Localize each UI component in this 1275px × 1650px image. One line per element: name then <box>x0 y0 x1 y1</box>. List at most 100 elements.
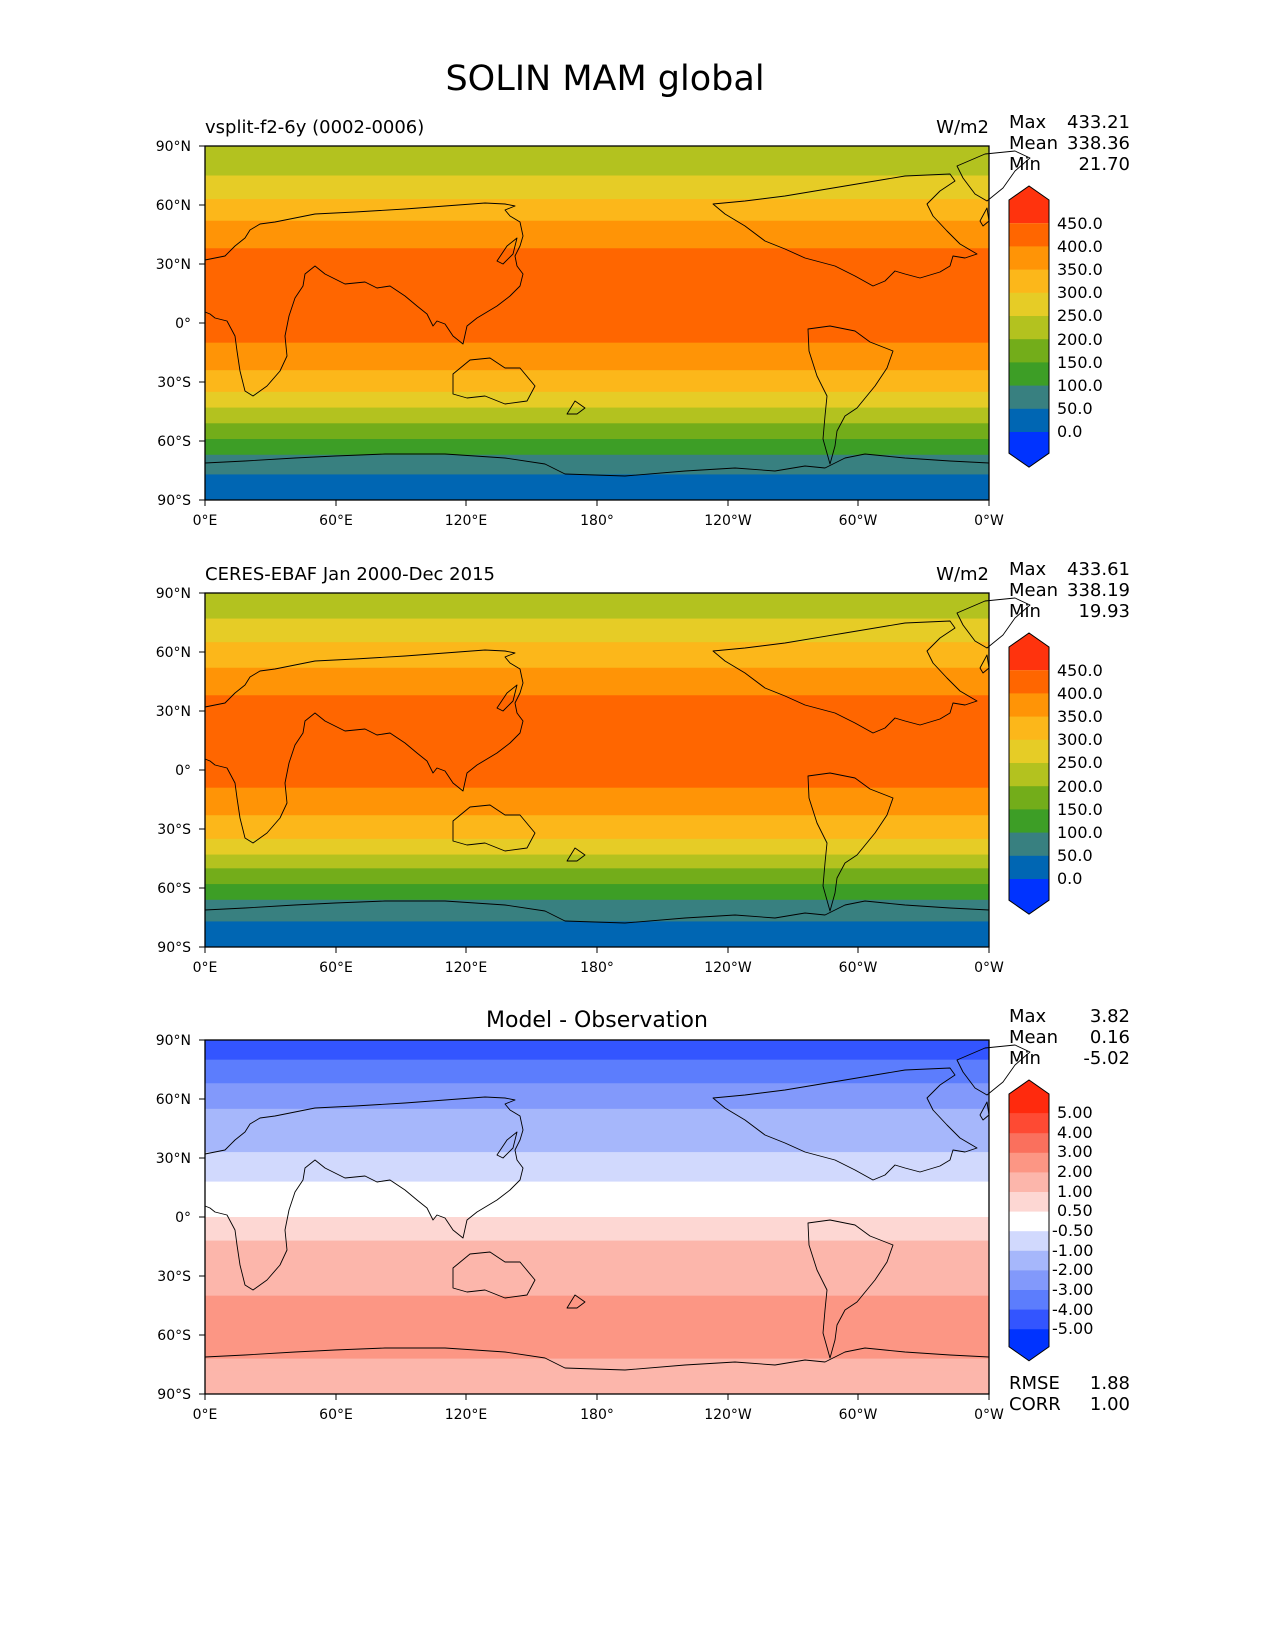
heatmap-band-obs-7 <box>205 838 989 856</box>
heatmap-band-diff-2 <box>205 1083 989 1110</box>
cbar-label-0-6: 300.0 <box>1057 283 1103 302</box>
cbar-label-1-6: 300.0 <box>1057 730 1103 749</box>
cbar-label-0-9: 450.0 <box>1057 214 1103 233</box>
xtick-2-0: 0°E <box>193 1407 218 1423</box>
heatmap-band-obs-4 <box>205 695 989 789</box>
cbar-label-1-9: 450.0 <box>1057 661 1103 680</box>
ytick-0-5: 60°S <box>157 434 191 450</box>
x-ticks-model: 0°E 60°E 120°E 180° 120°W 60°W 0°W <box>193 500 1004 529</box>
heatmap-band-model-2 <box>205 199 989 222</box>
figure-title: SOLIN MAM global <box>445 59 764 99</box>
ytick-2-5: 60°S <box>157 1328 191 1344</box>
colorbar-outline-diff <box>1008 1079 1050 1362</box>
cbar-label-1-5: 250.0 <box>1057 753 1103 772</box>
panel-title-diff: Model - Observation <box>486 1008 708 1033</box>
colorbar-extend-max-diff <box>1009 1080 1049 1114</box>
stat-max-obs: 433.61 <box>1067 559 1130 580</box>
heatmap-band-obs-0 <box>205 593 989 620</box>
heatmap-band-model-7 <box>205 391 989 409</box>
svg-text:Min: Min <box>1009 1048 1041 1069</box>
cbar-label-2-2: -3.00 <box>1052 1280 1093 1299</box>
heatmap-band-diff-3 <box>205 1108 989 1153</box>
cbar-label-1-2: 100.0 <box>1057 823 1103 842</box>
colorbar-segment-diff-5 <box>1009 1231 1049 1252</box>
cbar-label-2-10: 4.00 <box>1057 1123 1093 1142</box>
ytick-0-1: 60°N <box>156 198 191 214</box>
heatmap-band-diff-6 <box>205 1217 989 1242</box>
colorbar-segment-model-8 <box>1009 246 1049 270</box>
metrics-diff: RMSE 1.88 CORR 1.00 <box>1009 1373 1130 1415</box>
cbar-label-2-5: -0.50 <box>1052 1221 1093 1240</box>
heatmap-bands-obs <box>205 593 989 948</box>
xtick-0-1: 60°E <box>319 513 353 529</box>
xtick-1-0: 0°E <box>193 960 218 976</box>
stat-max-model: 433.21 <box>1067 112 1130 133</box>
ytick-2-4: 30°S <box>157 1269 191 1285</box>
xtick-1-6: 0°W <box>974 960 1004 976</box>
svg-text:CORR: CORR <box>1009 1394 1061 1415</box>
cbar-label-2-1: -4.00 <box>1052 1300 1093 1319</box>
ytick-0-6: 90°S <box>157 493 191 509</box>
ytick-2-1: 60°N <box>156 1092 191 1108</box>
xtick-1-5: 60°W <box>839 960 878 976</box>
cbar-label-1-3: 150.0 <box>1057 800 1103 819</box>
heatmap-bands-diff <box>205 1040 989 1395</box>
colorbar-segment-diff-6 <box>1009 1211 1049 1232</box>
stat-mean-model: 338.36 <box>1067 133 1130 154</box>
xtick-2-6: 0°W <box>974 1407 1004 1423</box>
colorbar-segment-obs-7 <box>1009 716 1049 741</box>
stats-obs: Max 433.61 Mean 338.19 Min 19.93 <box>1009 559 1130 622</box>
colorbar-segment-diff-10 <box>1009 1133 1049 1154</box>
colorbar-diff <box>1008 1079 1050 1362</box>
cbar-label-2-0: -5.00 <box>1052 1319 1093 1338</box>
svg-text:Mean: Mean <box>1009 1027 1058 1048</box>
heatmap-band-model-5 <box>205 342 989 371</box>
cbar-label-2-11: 5.00 <box>1057 1103 1093 1122</box>
heatmap-band-model-11 <box>205 454 989 475</box>
colorbar-segment-obs-8 <box>1009 693 1049 717</box>
x-ticks-obs: 0°E 60°E 120°E 180° 120°W 60°W 0°W <box>193 947 1004 976</box>
colorbar-segment-diff-3 <box>1009 1270 1049 1291</box>
ytick-2-0: 90°N <box>156 1033 191 1049</box>
ytick-2-2: 30°N <box>156 1151 191 1167</box>
colorbar-segment-diff-11 <box>1009 1113 1049 1134</box>
colorbar-segment-model-5 <box>1009 316 1049 340</box>
svg-text:RMSE: RMSE <box>1009 1373 1060 1394</box>
colorbar-segment-model-2 <box>1009 385 1049 410</box>
stat-mean-obs: 338.19 <box>1067 580 1130 601</box>
stat-mean-diff: 0.16 <box>1090 1027 1130 1048</box>
colorbar-segment-model-6 <box>1009 292 1049 317</box>
cbar-label-0-3: 150.0 <box>1057 353 1103 372</box>
svg-text:Min: Min <box>1009 154 1041 175</box>
cbar-label-2-9: 3.00 <box>1057 1142 1093 1161</box>
cbar-label-1-8: 400.0 <box>1057 684 1103 703</box>
colorbar-segment-obs-2 <box>1009 832 1049 857</box>
heatmap-band-model-12 <box>205 474 989 501</box>
heatmap-band-model-0 <box>205 146 989 176</box>
cbar-label-0-2: 100.0 <box>1057 376 1103 395</box>
panel-diff: Model - Observation 90°N 60°N 30°N 0° 30… <box>156 1006 1130 1423</box>
heatmap-band-diff-10 <box>205 1370 989 1395</box>
ytick-0-4: 30°S <box>157 375 191 391</box>
x-ticks-diff: 0°E 60°E 120°E 180° 120°W 60°W 0°W <box>193 1394 1004 1423</box>
heatmap-band-diff-5 <box>205 1181 989 1218</box>
stats-diff: Max 3.82 Mean 0.16 Min -5.02 <box>1009 1006 1130 1069</box>
y-ticks-diff: 90°N 60°N 30°N 0° 30°S 60°S 90°S <box>156 1033 205 1403</box>
cbar-label-2-8: 2.00 <box>1057 1162 1093 1181</box>
ytick-0-2: 30°N <box>156 257 191 273</box>
heatmap-band-diff-8 <box>205 1295 989 1360</box>
y-ticks-model: 90°N 60°N 30°N 0° 30°S 60°S 90°S <box>156 139 205 509</box>
heatmap-band-model-8 <box>205 407 989 424</box>
svg-text:Max: Max <box>1009 112 1047 133</box>
heatmap-band-obs-1 <box>205 618 989 643</box>
heatmap-band-obs-11 <box>205 899 989 922</box>
colorbar-outline-model <box>1008 185 1050 468</box>
heatmap-bands-model <box>205 146 989 501</box>
heatmap-band-obs-5 <box>205 787 989 816</box>
xtick-0-4: 120°W <box>704 513 752 529</box>
xtick-2-2: 120°E <box>445 1407 488 1423</box>
colorbar-outline-obs <box>1008 632 1050 915</box>
colorbar-segment-model-7 <box>1009 269 1049 294</box>
cbar-label-2-6: 0.50 <box>1057 1201 1093 1220</box>
xtick-2-5: 60°W <box>839 1407 878 1423</box>
